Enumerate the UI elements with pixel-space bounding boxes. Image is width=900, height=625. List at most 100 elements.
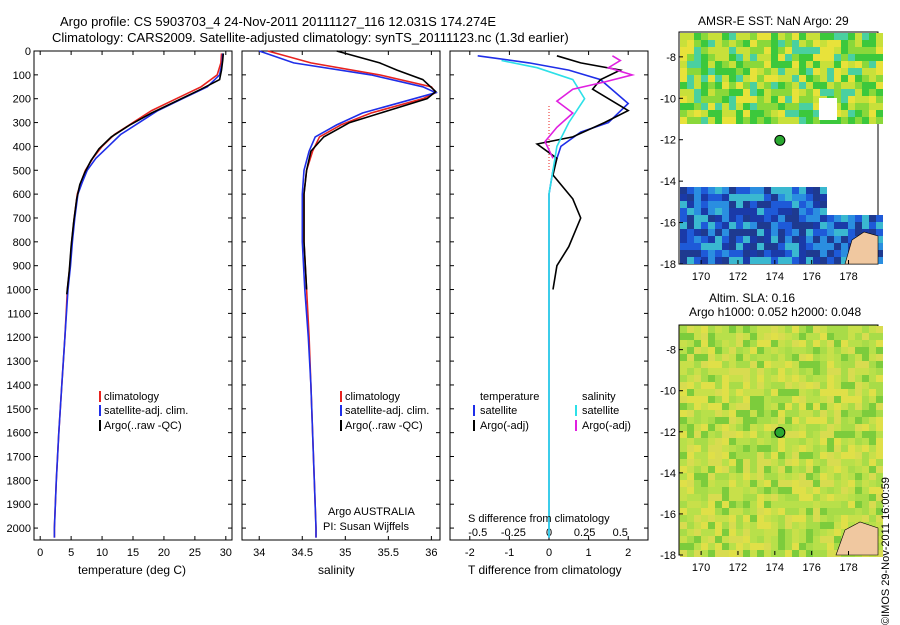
sst-cell xyxy=(792,229,799,236)
sla-cell xyxy=(869,326,876,333)
sla-cell xyxy=(680,347,687,354)
sst-cell xyxy=(813,47,820,54)
sst-cell xyxy=(820,215,827,222)
sst-cell xyxy=(869,33,876,40)
sla-cell xyxy=(820,368,827,375)
sla-cell xyxy=(722,417,729,424)
sla-cell xyxy=(848,466,855,473)
sla-cell xyxy=(701,326,708,333)
sst-cell xyxy=(680,222,687,229)
sla-cell xyxy=(820,333,827,340)
sst-cell xyxy=(764,110,771,117)
sla-cell xyxy=(778,487,785,494)
sst-cell xyxy=(715,54,722,61)
sla-cell xyxy=(876,410,883,417)
sst-cell xyxy=(729,187,736,194)
sla-cell xyxy=(876,375,883,382)
sla-cell xyxy=(708,438,715,445)
sla-cell xyxy=(771,480,778,487)
sla-cell xyxy=(722,431,729,438)
sla-cell xyxy=(869,410,876,417)
sst-cell xyxy=(701,103,708,110)
sst-cell xyxy=(687,89,694,96)
sla-cell xyxy=(813,340,820,347)
sla-cell xyxy=(834,340,841,347)
sla-cell xyxy=(785,508,792,515)
sla-cell xyxy=(785,403,792,410)
sst-cell xyxy=(848,229,855,236)
sla-cell xyxy=(778,536,785,543)
sla-cell xyxy=(680,361,687,368)
sla-cell xyxy=(680,424,687,431)
sst-cell xyxy=(813,33,820,40)
sst-cell xyxy=(799,257,806,264)
sla-cell xyxy=(687,417,694,424)
sla-cell xyxy=(806,515,813,522)
series-line xyxy=(501,59,586,538)
sst-cell xyxy=(701,82,708,89)
sla-cell xyxy=(876,368,883,375)
sla-cell xyxy=(820,480,827,487)
sla-cell xyxy=(687,473,694,480)
sst-cell xyxy=(799,47,806,54)
sla-cell xyxy=(736,550,743,557)
sla-cell xyxy=(792,466,799,473)
sla-cell xyxy=(687,515,694,522)
sla-cell xyxy=(687,333,694,340)
sst-cell xyxy=(729,75,736,82)
sla-cell xyxy=(834,389,841,396)
sla-cell xyxy=(715,550,722,557)
y-tick-label: 700 xyxy=(13,213,31,225)
sla-cell xyxy=(827,473,834,480)
sla-cell xyxy=(799,543,806,550)
sla-cell xyxy=(722,410,729,417)
sla-cell xyxy=(799,452,806,459)
sst-cell xyxy=(743,75,750,82)
sla-cell xyxy=(736,431,743,438)
sla-cell xyxy=(806,333,813,340)
sst-cell xyxy=(680,117,687,124)
sst-cell xyxy=(799,82,806,89)
sst-cell xyxy=(869,117,876,124)
sst-cell xyxy=(680,208,687,215)
y-tick-label: 1200 xyxy=(7,332,31,344)
sla-cell xyxy=(855,494,862,501)
sst-cell xyxy=(722,89,729,96)
sst-cell xyxy=(771,250,778,257)
sst-cell xyxy=(743,96,750,103)
sst-cell xyxy=(862,47,869,54)
sla-cell xyxy=(862,424,869,431)
sla-cell xyxy=(743,389,750,396)
sla-cell xyxy=(729,333,736,340)
y-tick-label: 1000 xyxy=(7,285,31,297)
y-tick-label: 0 xyxy=(25,46,31,58)
sst-cell xyxy=(771,215,778,222)
sst-cell xyxy=(736,40,743,47)
sla-cell xyxy=(778,417,785,424)
sst-cell xyxy=(736,47,743,54)
sla-cell xyxy=(785,410,792,417)
x-tick-label: 34 xyxy=(253,547,265,559)
sla-cell xyxy=(848,396,855,403)
sst-cell xyxy=(757,47,764,54)
sst-cell xyxy=(876,229,883,236)
sst-cell xyxy=(708,117,715,124)
sst-cell xyxy=(757,208,764,215)
sla-cell xyxy=(855,473,862,480)
sla-cell xyxy=(680,375,687,382)
sst-cell xyxy=(799,208,806,215)
sla-cell xyxy=(876,480,883,487)
sla-cell xyxy=(722,382,729,389)
sst-cell xyxy=(841,117,848,124)
sst-cell xyxy=(694,257,701,264)
sst-cell xyxy=(855,75,862,82)
sla-cell xyxy=(757,375,764,382)
sla-cell xyxy=(848,473,855,480)
sla-cell xyxy=(736,487,743,494)
sst-cell xyxy=(687,194,694,201)
sst-cell xyxy=(876,96,883,103)
sst-cell xyxy=(848,82,855,89)
sla-cell xyxy=(743,368,750,375)
sst-cell xyxy=(722,61,729,68)
sst-cell xyxy=(715,33,722,40)
